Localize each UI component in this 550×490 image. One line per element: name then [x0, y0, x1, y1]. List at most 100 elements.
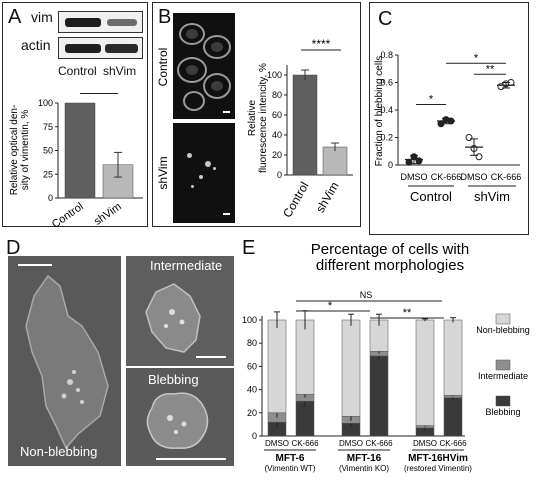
- significance-label: *: [429, 94, 434, 106]
- blot-band: [65, 44, 101, 53]
- cell-nucleus: [211, 81, 223, 91]
- panel-c: C 0 0.2 0.4 0.6 0.8 DMSO CK-666 DMSO CK-666 Contr…: [369, 2, 529, 235]
- panel-b-chart: 0 20 40 60 80 100 Control shVim **** Relativefluo…: [247, 37, 353, 221]
- legend-swatch: [495, 313, 511, 325]
- y-tick-label: 0.8: [380, 50, 393, 60]
- cell-outline: [203, 73, 231, 99]
- y-tick-label: 100: [242, 315, 257, 325]
- y-axis-label: Relative optical den-sity of vimentin, %: [9, 105, 31, 196]
- bar: [292, 74, 318, 176]
- blot-band: [107, 19, 137, 26]
- x-tick-label: DMSO: [413, 439, 437, 448]
- significance-label: *: [328, 300, 333, 312]
- group-label: MFT-16HVim: [408, 453, 468, 464]
- micrograph-control: [173, 13, 235, 119]
- label-intermediate: Intermediate: [150, 258, 223, 273]
- y-axis-label: Fraction of blebbing cells: [374, 56, 385, 167]
- panel-b-image-labels: Control shVim: [156, 48, 170, 190]
- y-tick-label: 0.2: [380, 133, 393, 143]
- legend-label: Blebbing: [485, 407, 520, 417]
- micrograph-shvim: [173, 123, 235, 223]
- cell-nucleus: [186, 65, 198, 75]
- blot-label-vim: vim: [31, 9, 53, 25]
- data-point: [405, 158, 413, 166]
- y-tick-label: 20: [272, 150, 282, 160]
- bar: [64, 102, 96, 199]
- significance-label: **: [403, 307, 412, 319]
- y-tick-label: 50: [43, 146, 53, 156]
- y-tick-label: 100: [38, 98, 53, 108]
- legend-label: Intermediate: [478, 371, 528, 381]
- y-tick-label: 0: [277, 170, 282, 180]
- group-label: Control: [410, 189, 452, 204]
- dic-image-blebbing: Blebbing: [126, 368, 234, 466]
- y-tick-label: 100: [267, 70, 282, 80]
- x-tick-label: CK-666: [431, 172, 462, 182]
- image-label-control: Control: [156, 48, 170, 87]
- stacked-bar-segment: [295, 319, 315, 395]
- blot-band: [105, 44, 138, 53]
- data-point: [475, 153, 483, 161]
- scale-bar: [223, 213, 230, 215]
- image-label-shvim: shVim: [156, 156, 170, 189]
- lane-label-shvim: shVim: [103, 64, 137, 78]
- label-blebbing: Blebbing: [148, 372, 199, 387]
- panel-b: B Control shVim 0 20 40 60 80 100 Control shVim…: [152, 2, 361, 227]
- panel-d-label: D: [6, 237, 21, 259]
- group-label: MFT-6: [276, 453, 305, 464]
- y-tick-label: 60: [247, 361, 257, 371]
- bar: [322, 146, 348, 176]
- cell-shape: [145, 283, 201, 353]
- x-tick-label: DMSO: [401, 172, 428, 182]
- stacked-bar-segment: [369, 355, 389, 437]
- x-tick-label: DMSO: [461, 172, 488, 182]
- cell-outline: [179, 23, 205, 45]
- panel-d: D Non-blebbing Intermediate Blebbing: [2, 238, 234, 468]
- fluorescent-spot: [191, 185, 194, 188]
- y-tick-label: 75: [43, 122, 53, 132]
- group-sublabel: (restored Vimentin): [404, 464, 472, 473]
- legend-swatch: [495, 395, 511, 407]
- legend-swatch: [495, 359, 511, 371]
- blot-band: [65, 18, 101, 27]
- y-tick-label: 0: [48, 193, 53, 203]
- cell-nucleus: [211, 42, 223, 52]
- data-point: [465, 134, 473, 141]
- y-tick-label: 80: [272, 90, 282, 100]
- panel-a-label: A: [8, 6, 22, 28]
- chart-title: Percentage of cells with different morpho…: [311, 241, 469, 274]
- y-tick-label: 20: [247, 408, 257, 418]
- x-tick-label: CK-666: [491, 172, 522, 182]
- scale-bar: [156, 458, 226, 460]
- significance-label: **: [486, 63, 495, 75]
- stacked-bar-segment: [443, 397, 463, 437]
- western-blot-vim: [58, 11, 143, 33]
- x-tick-label: Control: [50, 201, 86, 228]
- y-tick-label: 40: [247, 385, 257, 395]
- panel-e: E Percentage of cells with different morp…: [240, 236, 550, 490]
- panel-a-chart: 0 25 50 75 100 Control shVim ** Relative optical…: [9, 88, 143, 228]
- x-tick-label: shVim: [92, 201, 124, 228]
- stacked-bar-segment: [341, 319, 361, 417]
- significance-label: NS: [360, 290, 373, 300]
- panel-a: A vim actin Control shVim 0 25 50 75 100 Cont…: [2, 2, 148, 228]
- x-tick-label: DMSO: [339, 439, 363, 448]
- cell-outline: [177, 57, 207, 83]
- panel-e-label: E: [242, 237, 256, 259]
- label-non-blebbing: Non-blebbing: [20, 444, 98, 459]
- group-sublabel: (Vimentin WT): [265, 464, 316, 473]
- fluorescent-spot: [205, 161, 211, 167]
- stacked-bar-segment: [267, 319, 287, 414]
- x-tick-label: CK-666: [291, 439, 319, 448]
- fluorescent-spot: [213, 167, 216, 170]
- y-tick-label: 0: [252, 431, 257, 441]
- stacked-bar-segment: [443, 319, 463, 396]
- group-label: shVim: [474, 189, 510, 204]
- x-tick-label: Control: [280, 180, 311, 221]
- group-label: MFT-16: [347, 453, 382, 464]
- significance-label: **: [95, 88, 104, 95]
- y-tick-label: 40: [272, 130, 282, 140]
- x-tick-label: shVim: [313, 179, 342, 215]
- cell-outline: [183, 91, 205, 111]
- legend-label: Non-blebbing: [476, 325, 530, 335]
